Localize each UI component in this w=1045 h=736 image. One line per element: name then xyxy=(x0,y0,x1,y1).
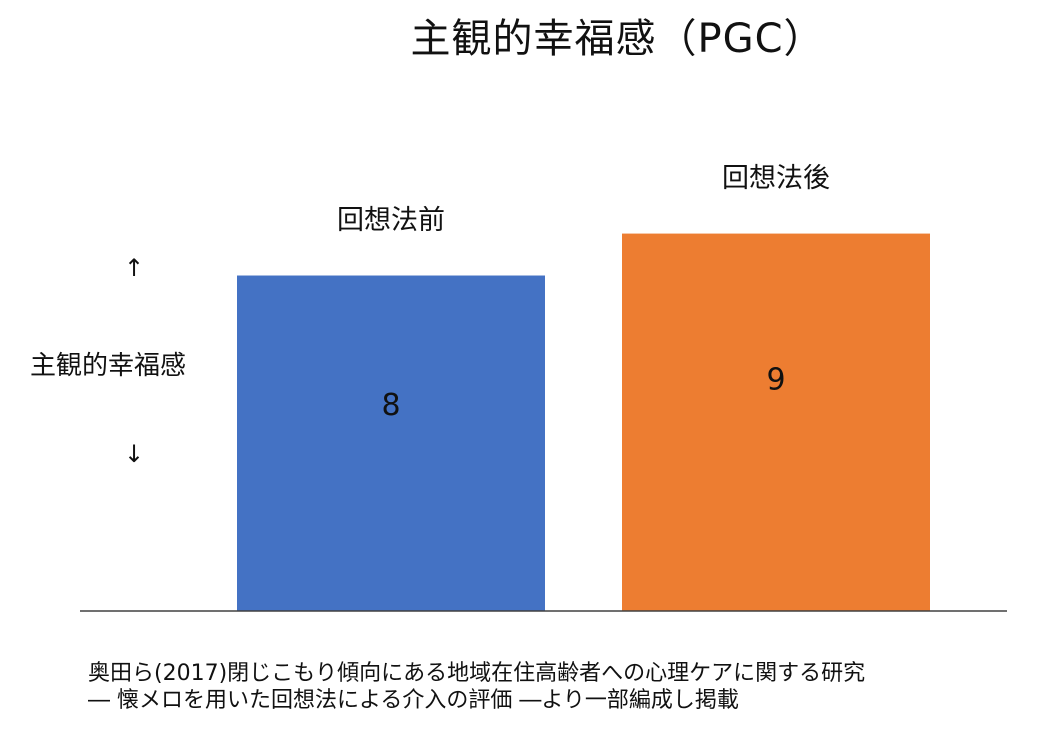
chart-title: 主観的幸福感（PGC） xyxy=(410,16,825,62)
down-arrow-icon: ↓ xyxy=(124,440,145,468)
source-line-2: ― 懐メロを用いた回想法による介入の評価 ―より一部編成し掲載 xyxy=(88,688,739,713)
category-label-1: 回想法前 xyxy=(337,205,445,236)
source-line-1: 奥田ら(2017)閉じこもり傾向にある地域在住高齢者への心理ケアに関する研究 xyxy=(88,661,866,686)
y-axis-label: 主観的幸福感 xyxy=(30,351,187,381)
bar-2 xyxy=(622,233,930,612)
bar-value-label-1: 8 xyxy=(381,388,400,423)
category-label-2: 回想法後 xyxy=(722,163,830,194)
bar-value-label-2: 9 xyxy=(766,362,785,397)
source-citation: 奥田ら(2017)閉じこもり傾向にある地域在住高齢者への心理ケアに関する研究 ―… xyxy=(88,660,1028,714)
up-arrow-icon: ↑ xyxy=(124,254,145,282)
bar-1 xyxy=(237,275,545,611)
